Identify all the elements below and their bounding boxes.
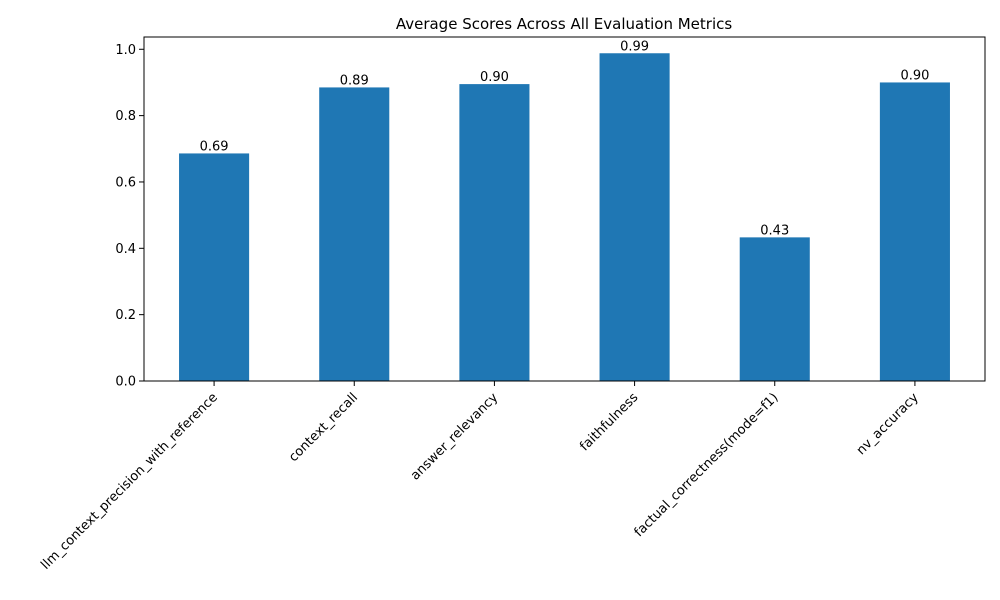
data-label-1: 0.89 [340,73,369,88]
data-label-2: 0.90 [480,70,509,85]
bar-0 [179,153,250,381]
y-tick-label-0: 0.0 [115,375,136,390]
bars-group [179,53,950,382]
data-label-3: 0.99 [620,39,649,54]
y-tick-label-4: 0.8 [115,109,136,124]
bar-2 [459,84,530,382]
bar-5 [879,82,950,382]
data-label-4: 0.43 [760,223,789,238]
data-labels-group: 0.69 0.89 0.90 0.99 0.43 0.90 [200,39,930,238]
data-label-5: 0.90 [900,68,929,83]
bar-1 [319,87,390,382]
bar-3 [599,53,670,382]
y-tick-label-3: 0.6 [115,175,136,190]
data-label-0: 0.69 [200,139,229,154]
y-axis: 0.0 0.2 0.4 0.6 0.8 1.0 [115,43,144,390]
bar-4 [739,237,810,381]
plot-frame [143,36,986,382]
y-tick-label-5: 1.0 [115,43,136,58]
chart-title: Average Scores Across All Evaluation Met… [396,15,733,33]
y-tick-label-1: 0.2 [115,308,136,323]
y-tick-label-2: 0.4 [115,242,136,257]
